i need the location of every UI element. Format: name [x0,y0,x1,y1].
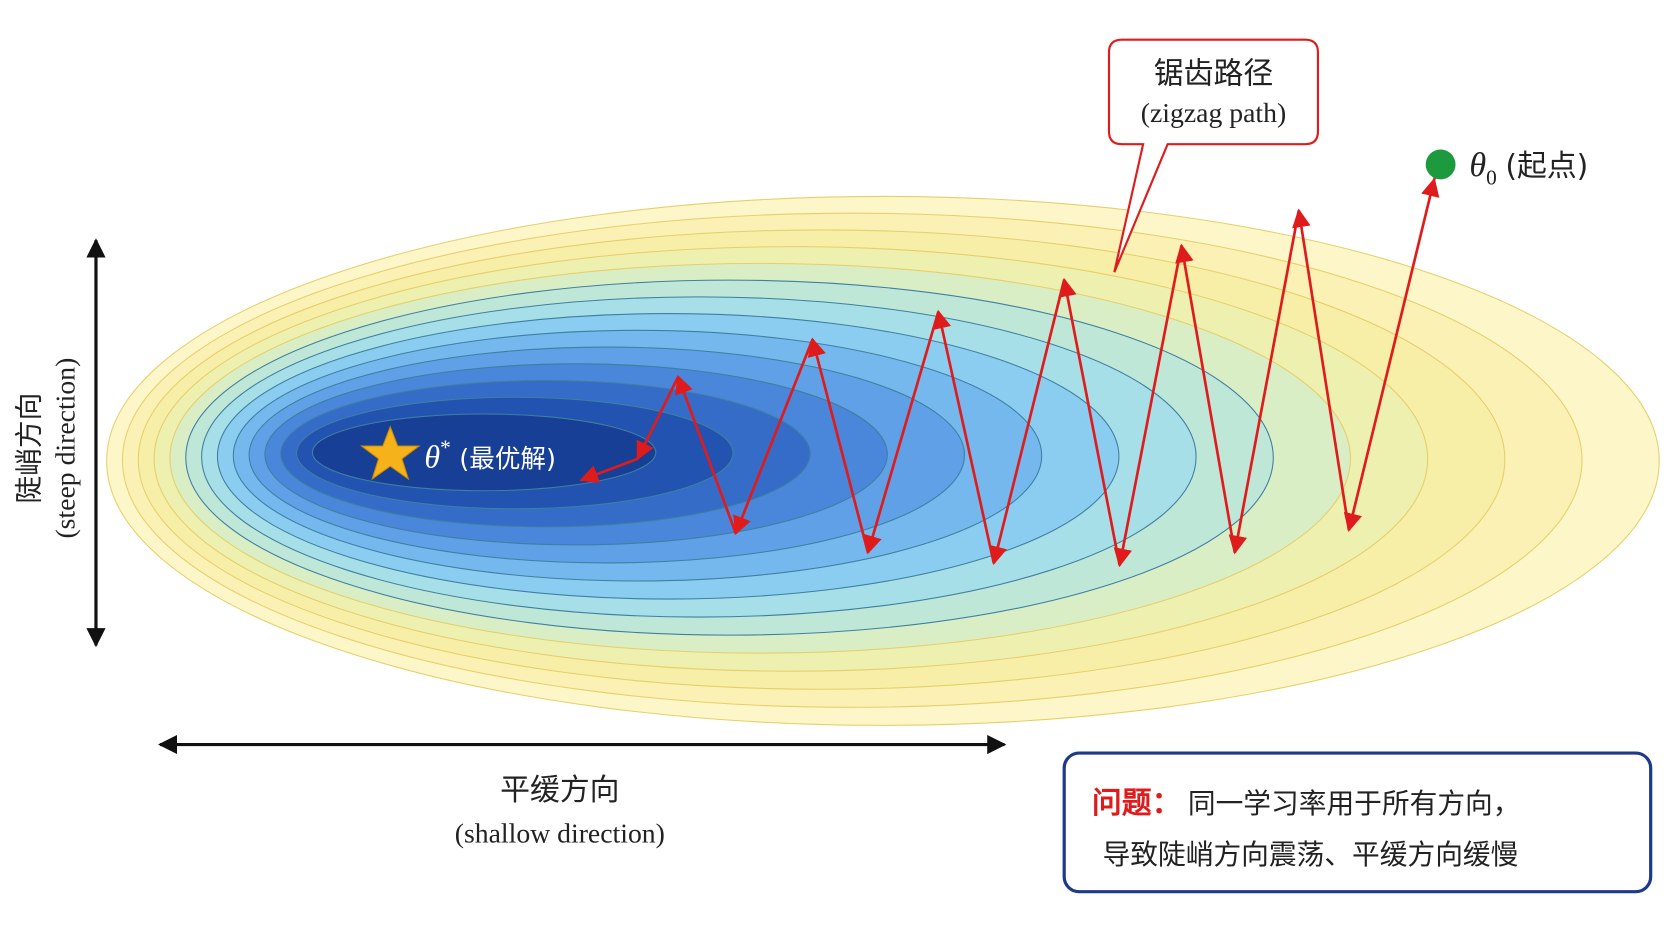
steep-title: 陡峭方向 [12,393,45,504]
callout-subtitle: (zigzag path) [1141,97,1286,128]
optimum-symbol: θ [424,439,440,474]
problem-text: 同一学习率用于所有方向， [1188,787,1521,820]
zigzag-step [579,457,639,483]
optimum-superscript: * [440,436,451,460]
problem-box [1062,751,1653,894]
zigzag-step [1343,177,1440,533]
optimum-text: (最优解) [459,444,556,474]
zigzag-step [1292,208,1351,531]
zigzag-step [675,374,738,534]
start-point [1425,149,1456,180]
optimum-label: θ* (最优解) [424,436,556,475]
zigzag-step [1175,243,1237,553]
callout-title: 锯齿路径 [1154,56,1273,91]
start-symbol: θ [1469,147,1486,184]
problem-text: 导致陡峭方向震荡、平缓方向缓慢 [1103,838,1519,871]
zigzag-step [988,279,1066,566]
contours [106,195,1660,726]
callout-box [1107,38,1320,273]
zigzag-step [1113,245,1183,568]
zigzag-path [579,163,1442,568]
start-subscript: 0 [1486,166,1497,190]
optimum-star [359,425,421,481]
zigzag-step [863,311,940,555]
steep-subtitle: (steep direction) [50,358,81,539]
zigzag-step [733,338,814,536]
zigzag-step [636,376,680,461]
shallow-title: 平缓方向 [500,773,619,808]
zigzag-step [932,309,996,564]
start-label: θ0 (起点) [1469,147,1588,190]
start-text: (起点) [1505,149,1588,184]
problem-heading: 问题： [1092,786,1182,821]
problem-line-1: 问题： 同一学习率用于所有方向， [1092,786,1521,821]
zigzag-step [1058,277,1121,566]
zigzag-step [1228,210,1301,555]
zigzag-step [807,337,870,553]
shallow-subtitle: (shallow direction) [455,818,665,849]
